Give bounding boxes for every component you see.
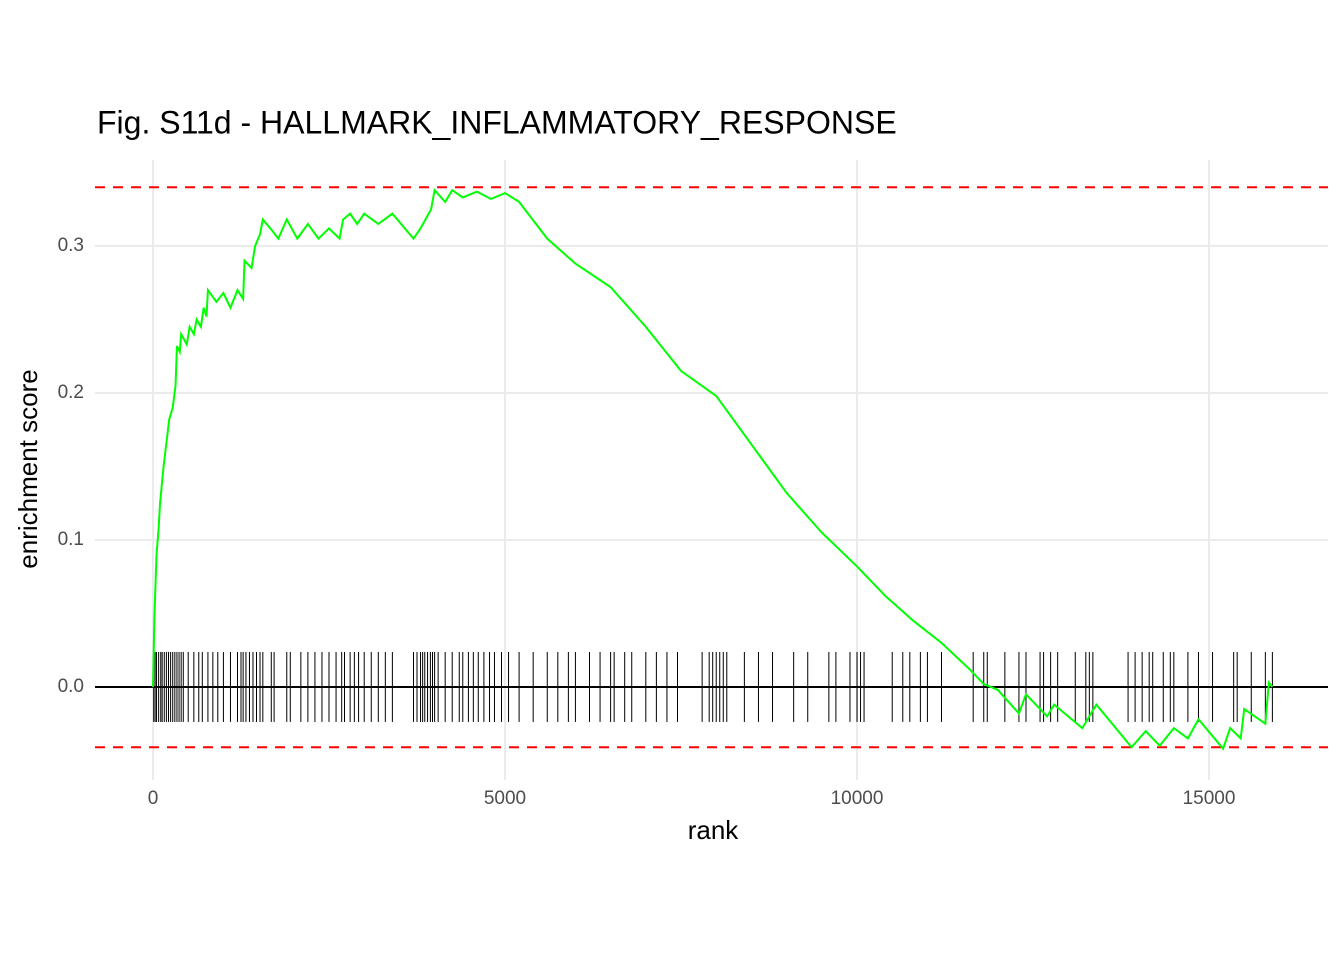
x-axis-title: rank — [688, 815, 740, 845]
x-tick-label: 15000 — [1183, 788, 1236, 809]
x-tick-label: 10000 — [831, 788, 884, 809]
y-tick-label: 0.2 — [58, 382, 84, 403]
x-tick-label: 0 — [148, 788, 159, 809]
y-tick-label: 0.0 — [58, 676, 84, 697]
x-tick-label: 5000 — [484, 788, 526, 809]
enrichment-line — [152, 187, 1274, 751]
chart-title: Fig. S11d - HALLMARK_INFLAMMATORY_RESPON… — [97, 104, 897, 140]
y-axis-title: enrichment score — [13, 369, 43, 568]
y-tick-label: 0.3 — [58, 235, 84, 256]
y-tick-label: 0.1 — [58, 529, 84, 550]
